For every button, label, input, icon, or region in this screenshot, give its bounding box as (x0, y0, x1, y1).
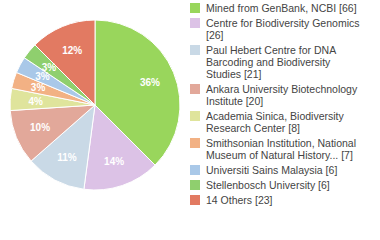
svg-text:3%: 3% (35, 71, 50, 82)
html-text:Mined from GenBank, NCBI [66]: Mined from GenBank, NCBI [66] (206, 2, 357, 14)
html-text:14 Others [23]: 14 Others [23] (206, 194, 273, 206)
svg-text:4%: 4% (28, 96, 43, 107)
svg-text:3%: 3% (42, 62, 57, 73)
svg-text:11%: 11% (57, 152, 77, 163)
html-text:Stellenbosch University [6]: Stellenbosch University [6] (206, 179, 330, 191)
html-text:Smithsonian Institution, Natio: Smithsonian Institution, National Museum… (206, 137, 356, 161)
svg-text:36%: 36% (140, 77, 160, 88)
svg-text:3%: 3% (31, 82, 46, 93)
html-text:Ankara University Biotechnolog: Ankara University Biotechnology Institut… (206, 83, 358, 107)
svg-text:14%: 14% (104, 156, 124, 167)
html-text:Centre for Biodiversity Genomi: Centre for Biodiversity Genomics [26] (206, 17, 360, 41)
html-text:Universiti Sains Malaysia [6]: Universiti Sains Malaysia [6] (206, 164, 338, 176)
svg-text:12%: 12% (62, 45, 82, 56)
svg-text:10%: 10% (30, 122, 50, 133)
html-text:Academia Sinica, Biodiversity: Academia Sinica, Biodiversity Research C… (206, 110, 344, 134)
html-text:Paul Hebert Centre for DNA Bar: Paul Hebert Centre for DNA Barcoding and… (206, 44, 336, 80)
